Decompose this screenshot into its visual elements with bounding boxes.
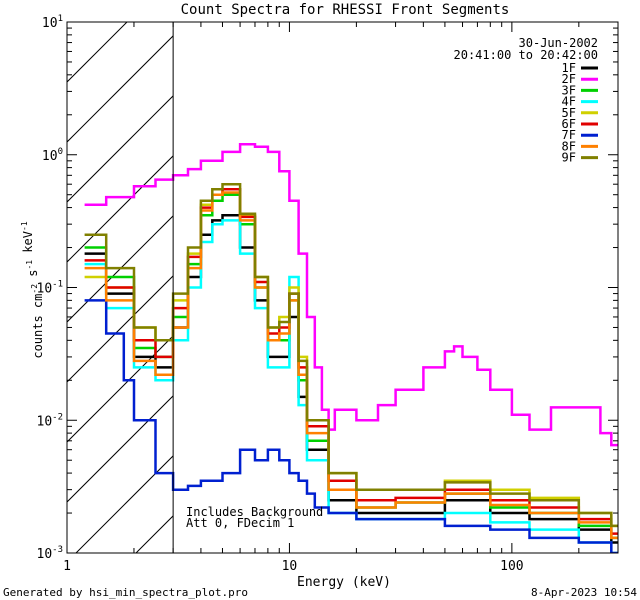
y-axis-label: counts cm-2 s-1 keV-1 <box>20 221 45 359</box>
spectra-series <box>84 142 618 553</box>
legend: 30-Jun-2002 20:41:00 to 20:42:00 1F2F3F4… <box>454 36 599 165</box>
legend-label-9F: 9F <box>562 151 576 165</box>
legend-label-4F: 4F <box>562 95 576 109</box>
hatch-line <box>67 335 174 443</box>
legend-label-7F: 7F <box>562 128 576 142</box>
y-axis-ticks: 10-3 10-2 10-1 100 101 <box>37 14 618 562</box>
hatched-region <box>0 0 462 553</box>
annotation-attenuator: Att 0, FDecim 1 <box>186 516 294 530</box>
x-tick-label: 1 <box>63 559 71 574</box>
y-tick-label: 10-3 <box>37 545 64 562</box>
series-line-6F <box>84 187 618 535</box>
y-axis-label-text: counts cm-2 s-1 keV-1 <box>20 221 45 359</box>
y-tick-label: 100 <box>42 147 63 164</box>
x-tick-label: 10 <box>282 559 298 574</box>
legend-label-1F: 1F <box>562 61 576 75</box>
y-tick-label: 10-2 <box>37 412 64 429</box>
hatch-line <box>0 0 162 553</box>
x-axis-label: Energy (keV) <box>297 575 391 590</box>
chart-title: Count Spectra for RHESSI Front Segments <box>181 2 510 18</box>
legend-time-range: 20:41:00 to 20:42:00 <box>454 48 599 62</box>
legend-label-5F: 5F <box>562 106 576 120</box>
x-axis-ticks: 1 10 100 <box>63 22 619 574</box>
legend-label-3F: 3F <box>562 83 576 97</box>
hatch-line <box>75 455 174 553</box>
hatch-line <box>67 275 174 383</box>
series-line-8F <box>84 191 618 540</box>
series-line-7F <box>84 299 618 553</box>
footer-generated-by: Generated by hsi_min_spectra_plot.pro <box>3 586 248 599</box>
legend-label-6F: 6F <box>562 117 576 131</box>
hatch-line <box>0 0 462 553</box>
series-line-4F <box>84 219 618 553</box>
legend-label-8F: 8F <box>562 139 576 153</box>
y-tick-label: 10-1 <box>37 280 64 297</box>
y-tick-label: 101 <box>42 14 63 31</box>
legend-date: 30-Jun-2002 <box>519 36 598 50</box>
legend-label-2F: 2F <box>562 72 576 86</box>
series-line-2F <box>84 142 618 447</box>
footer-timestamp: 8-Apr-2023 10:54 <box>531 586 637 599</box>
annotation-background: Includes Background <box>186 505 323 519</box>
x-tick-label: 100 <box>500 559 523 574</box>
series-line-9F <box>84 182 618 528</box>
series-line-1F <box>84 214 618 544</box>
